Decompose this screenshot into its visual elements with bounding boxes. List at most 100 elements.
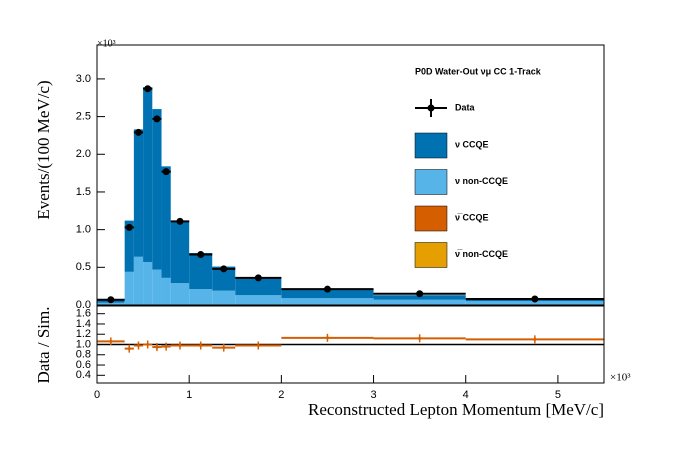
ratio-y-label: Data / Sim. xyxy=(34,307,53,384)
data-point-marker xyxy=(162,168,170,176)
ratio-marker xyxy=(325,336,329,340)
x-exponent: ×10³ xyxy=(610,372,631,384)
legend-swatch xyxy=(414,132,448,159)
y-exponent: ×10³ xyxy=(97,38,116,49)
data-point-marker xyxy=(323,285,331,293)
y-tick-label: 1.4 xyxy=(76,318,91,330)
ratio-marker xyxy=(256,344,260,348)
data-point-marker xyxy=(125,223,133,231)
legend-swatch xyxy=(414,242,448,268)
x-tick-label: 3 xyxy=(370,389,376,401)
histogram-bar xyxy=(189,253,213,290)
ratio-point xyxy=(281,333,374,342)
histogram-bar xyxy=(465,301,604,305)
histogram-bar xyxy=(281,298,374,305)
histogram-bar xyxy=(124,220,134,272)
histogram-bar xyxy=(189,289,213,305)
data-point-marker xyxy=(197,251,205,259)
chart-title: P0D Water-Out νμ CC 1-Track xyxy=(415,66,542,76)
y-tick-label: 0.4 xyxy=(76,369,91,381)
plot-frame xyxy=(96,44,605,306)
y-tick-label: 1.6 xyxy=(76,308,91,320)
data-point xyxy=(97,296,125,304)
data-point xyxy=(124,223,134,231)
histogram-bar xyxy=(97,302,125,305)
y-tick-label: 0.6 xyxy=(76,359,91,371)
data-point-marker xyxy=(134,128,142,136)
ratio-marker xyxy=(418,336,422,340)
histogram-bar xyxy=(124,271,134,305)
histogram-bar xyxy=(152,109,162,270)
data-point-marker xyxy=(176,217,184,225)
histogram-bar xyxy=(212,290,236,305)
ratio-marker xyxy=(136,344,140,348)
legend-swatch xyxy=(414,169,448,195)
data-point xyxy=(373,290,466,298)
ratio-point xyxy=(143,340,153,349)
histogram-bar xyxy=(281,289,374,299)
ratio-point xyxy=(124,344,134,353)
histogram-bar xyxy=(143,262,153,305)
legend-label: Data xyxy=(455,102,476,112)
data-point-marker xyxy=(254,274,262,282)
data-point xyxy=(465,295,604,303)
legend-label: ν CCQE xyxy=(455,139,489,149)
data-point-marker xyxy=(107,296,115,304)
ratio-marker xyxy=(178,344,182,348)
y-tick-label: 0.5 xyxy=(76,261,91,273)
ratio-marker xyxy=(127,347,131,351)
y-tick-label: 2.0 xyxy=(76,148,91,160)
histogram-bar xyxy=(143,87,153,263)
y-tick-label: 0.8 xyxy=(76,349,91,361)
legend-label: ν̅ non-CCQE xyxy=(455,249,508,259)
histogram-bar xyxy=(161,166,171,278)
data-point xyxy=(143,85,153,93)
x-axis-label: Reconstructed Lepton Momentum [MeV/c] xyxy=(308,400,604,419)
data-point xyxy=(235,274,282,282)
x-tick-label: 4 xyxy=(463,389,469,401)
y-tick-label: 1.0 xyxy=(76,338,91,350)
data-point-marker xyxy=(531,295,539,303)
ratio-marker xyxy=(109,339,113,343)
data-point xyxy=(170,217,190,225)
y-tick-label: 2.5 xyxy=(76,111,91,123)
y-axis-label: Events/(100 MeV/c) xyxy=(34,80,53,219)
histogram-bar xyxy=(170,220,190,284)
ratio-point xyxy=(189,341,213,350)
y-tick-label: 1.0 xyxy=(76,224,91,236)
x-tick-label: 1 xyxy=(186,389,192,401)
legend-swatch xyxy=(414,205,448,232)
histogram-bar xyxy=(133,256,144,305)
data-point-marker xyxy=(220,265,228,273)
ratio-point xyxy=(235,341,282,350)
data-point xyxy=(281,285,374,293)
histogram-bar xyxy=(235,295,282,305)
histogram-bar xyxy=(161,277,171,305)
y-tick-label: 3.0 xyxy=(76,73,91,85)
x-tick-label: 2 xyxy=(278,389,284,401)
data-point xyxy=(212,265,236,273)
histogram-bar xyxy=(373,299,466,305)
data-point-marker xyxy=(416,290,424,298)
histogram-bar xyxy=(152,269,162,305)
data-point xyxy=(152,115,162,123)
histogram-bar xyxy=(235,277,282,296)
y-tick-label: 1.5 xyxy=(76,186,91,198)
data-point-marker xyxy=(153,115,161,123)
x-tick-label: 0 xyxy=(94,389,100,401)
data-point xyxy=(189,251,213,259)
ratio-marker xyxy=(164,345,168,349)
ratio-point xyxy=(97,337,125,346)
legend-label: ν̅ CCQE xyxy=(455,212,489,222)
histogram-bar xyxy=(212,266,236,291)
ratio-point xyxy=(161,342,171,351)
ratio-marker xyxy=(533,337,537,341)
legend-label: ν non-CCQE xyxy=(455,176,508,186)
ratio-point xyxy=(212,343,236,352)
ratio-point xyxy=(170,341,190,350)
data-point-marker xyxy=(144,85,152,93)
ratio-point xyxy=(152,343,162,352)
ratio-marker xyxy=(155,345,159,349)
